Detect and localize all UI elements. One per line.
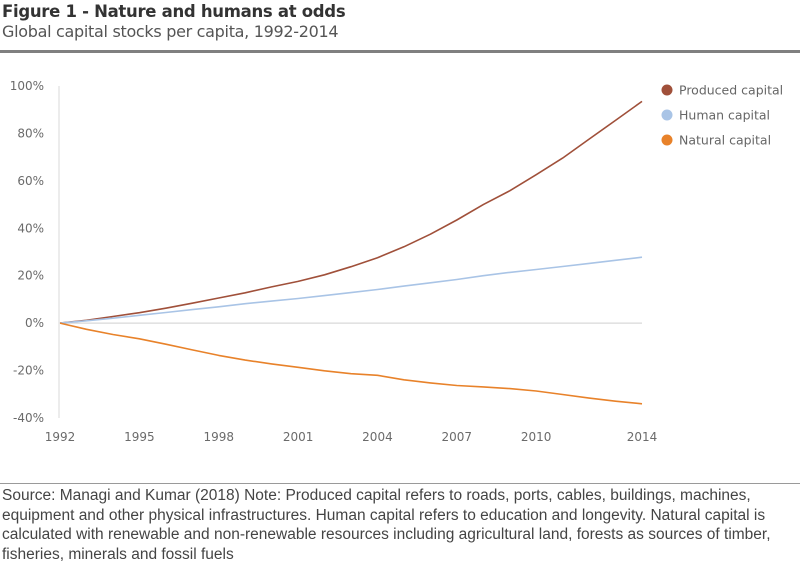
y-tick-label: 20% <box>17 269 44 283</box>
produced-capital-line <box>59 100 643 324</box>
natural-capital-line <box>59 322 643 405</box>
legend-label-human-capital: Human capital <box>679 108 770 123</box>
x-tick-label: 1992 <box>45 430 76 444</box>
y-tick-label: -40% <box>13 411 44 425</box>
y-tick-label: -20% <box>13 364 44 378</box>
y-tick-label: 60% <box>17 174 44 188</box>
y-axis: -40% -20% 0% 20% 40% 60% 80% 100% <box>10 79 642 425</box>
x-tick-label: 2004 <box>362 430 393 444</box>
x-tick-label: 2010 <box>521 430 552 444</box>
y-tick-label: 0% <box>25 316 44 330</box>
legend: Produced capital Human capital Natural cap… <box>661 83 783 148</box>
line-chart: -40% -20% 0% 20% 40% 60% 80% 100% 1992 1995 1998 2… <box>10 79 783 444</box>
figure-title: Figure 1 - Nature and humans at odds <box>2 2 346 21</box>
legend-marker-human-capital <box>661 109 673 121</box>
y-tick-label: 100% <box>10 79 44 93</box>
header-divider <box>0 50 800 53</box>
y-tick-label: 40% <box>17 221 44 235</box>
x-axis: 1992 1995 1998 2001 2004 2007 2010 2014 <box>45 430 658 444</box>
legend-marker-produced-capital <box>661 84 673 96</box>
series-lines <box>59 100 643 405</box>
footer-divider <box>0 483 800 484</box>
x-tick-label: 2014 <box>627 430 658 444</box>
y-tick-label: 80% <box>17 126 44 140</box>
source-note: Source: Managi and Kumar (2018) Note: Pr… <box>2 487 771 563</box>
figure-subtitle: Global capital stocks per capita, 1992-2… <box>2 22 339 41</box>
x-tick-label: 1995 <box>124 430 155 444</box>
legend-label-natural-capital: Natural capital <box>679 133 771 148</box>
x-tick-label: 1998 <box>203 430 234 444</box>
legend-marker-natural-capital <box>661 134 673 146</box>
x-tick-label: 2007 <box>442 430 473 444</box>
legend-label-produced-capital: Produced capital <box>679 83 783 98</box>
x-tick-label: 2001 <box>283 430 314 444</box>
human-capital-line <box>59 256 643 324</box>
